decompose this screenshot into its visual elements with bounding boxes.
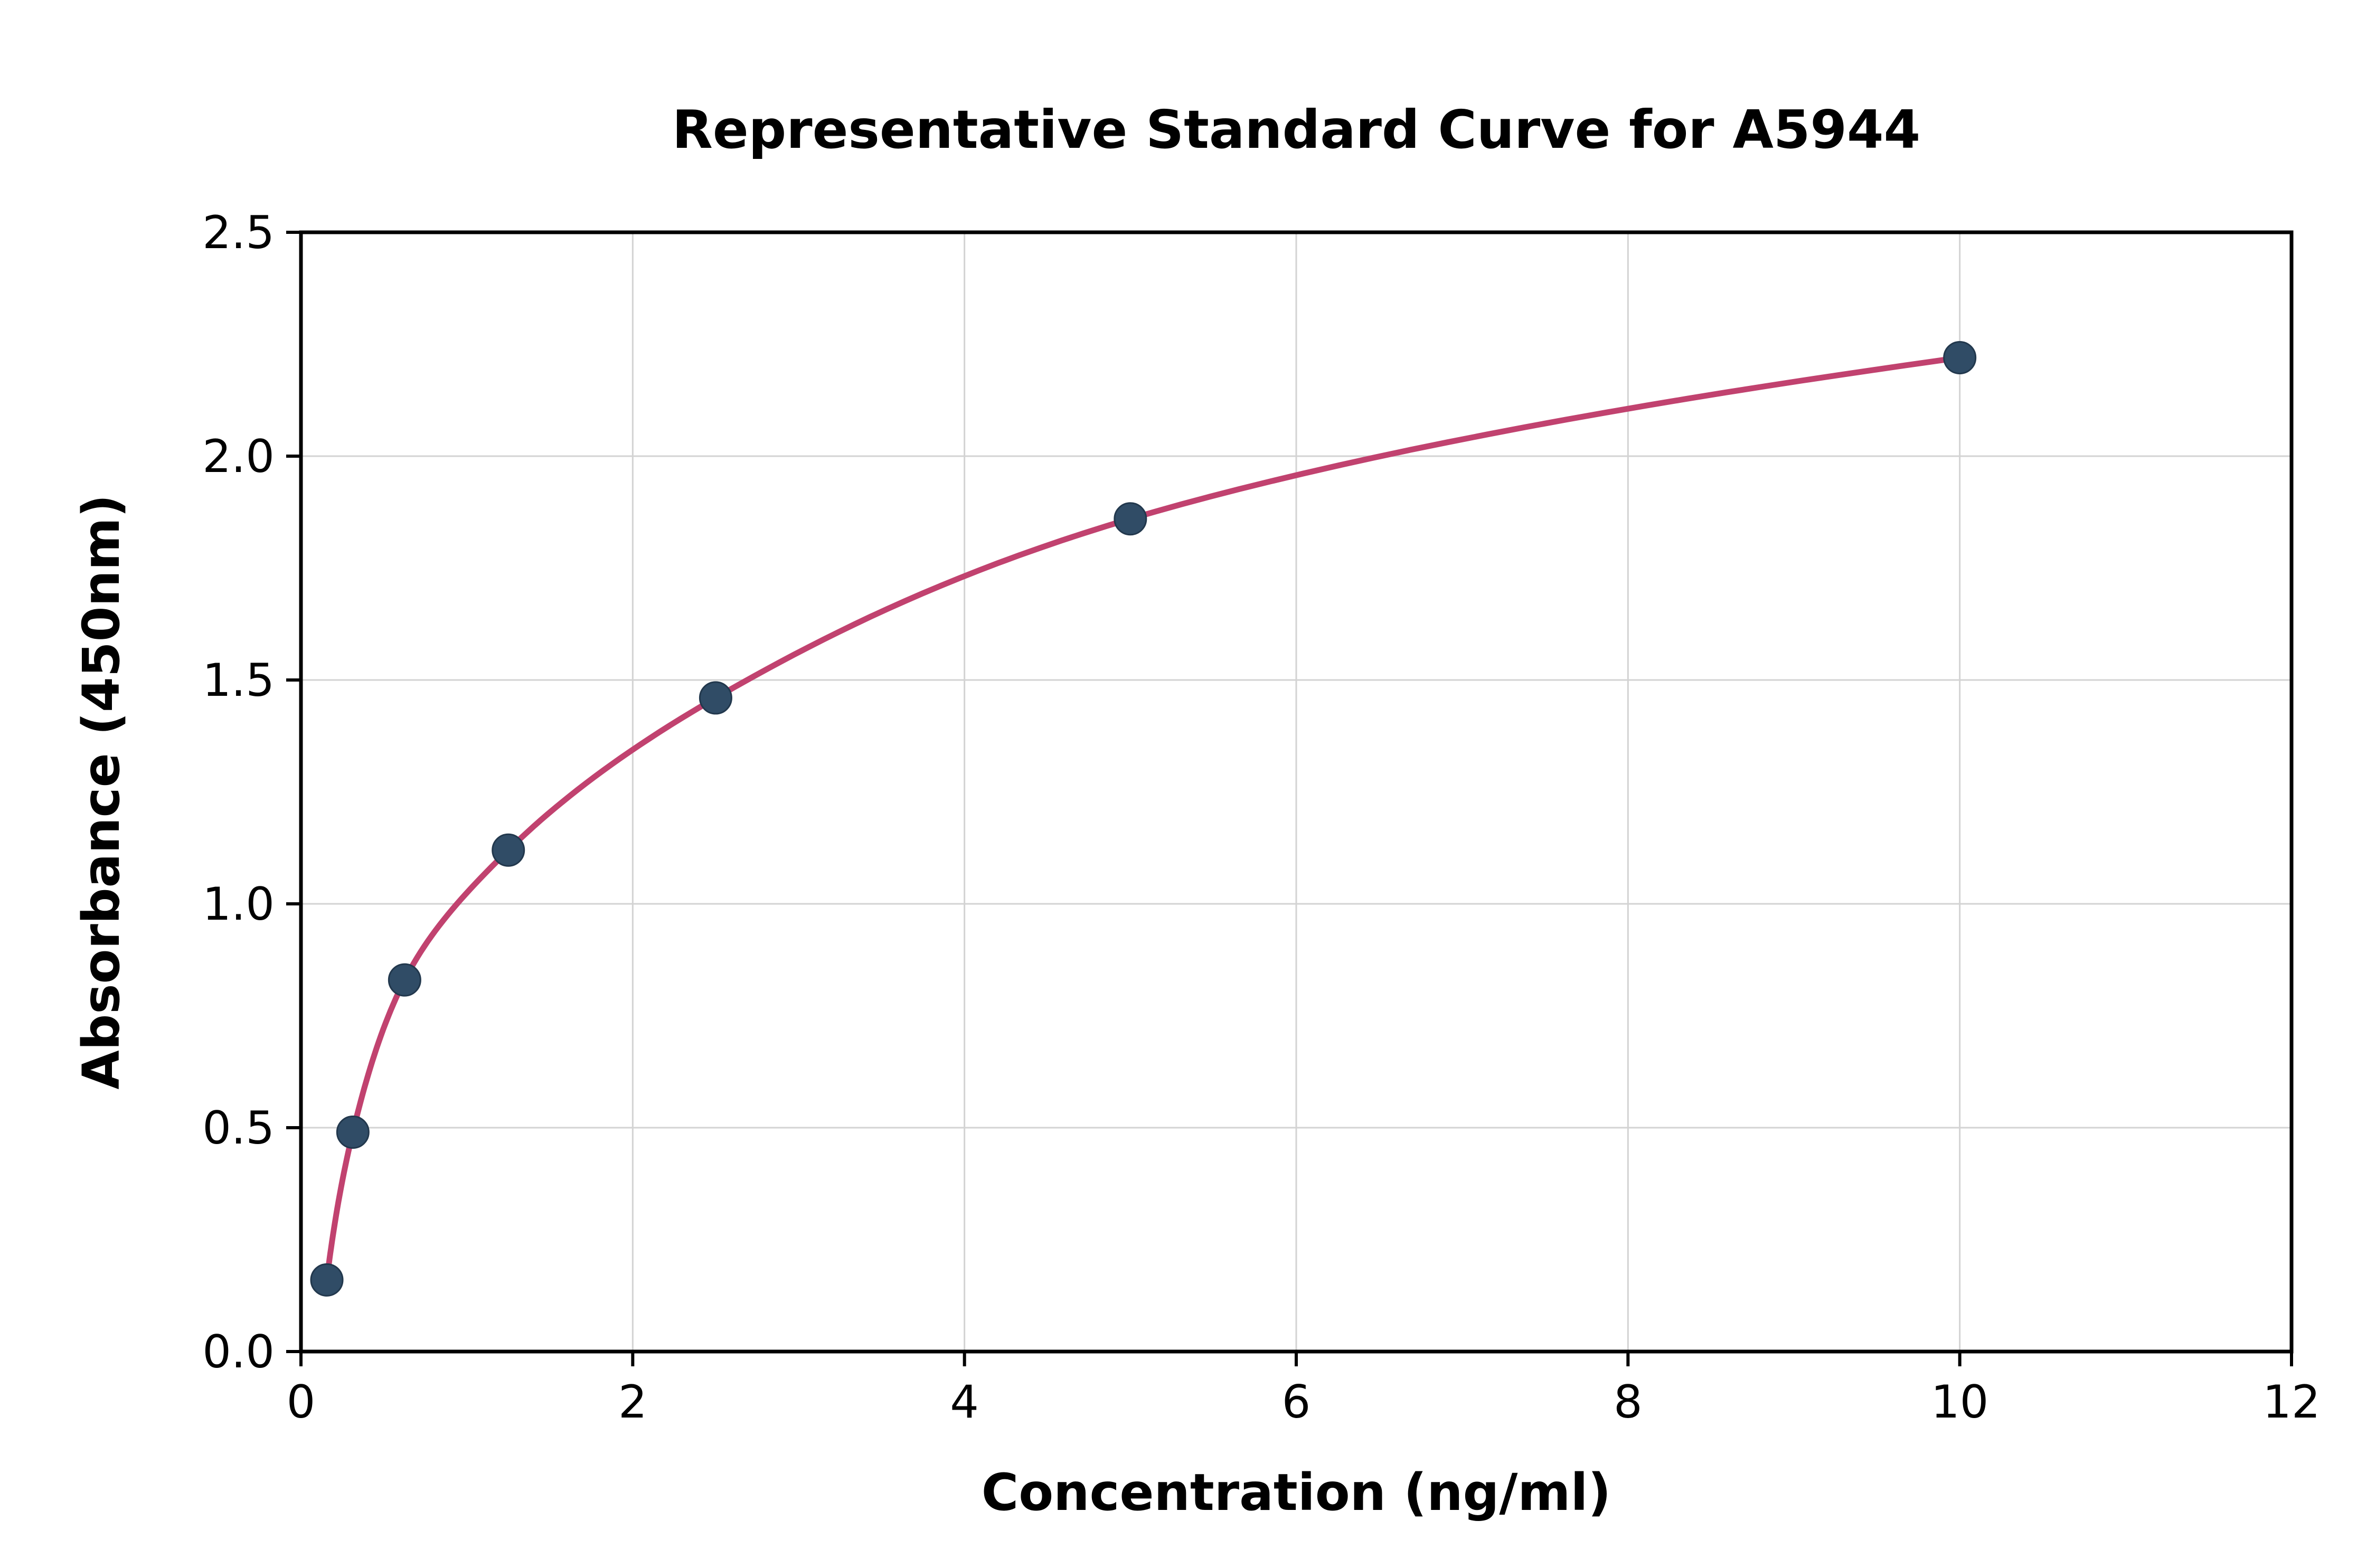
chart-title: Representative Standard Curve for A5944	[672, 99, 1920, 160]
y-tick-label: 2.5	[202, 206, 275, 259]
y-axis-label: Absorbance (450nm)	[72, 494, 131, 1089]
data-points	[310, 341, 1977, 1297]
x-tick-label: 4	[950, 1376, 979, 1429]
tick-labels: 0 2 4 6 8 10 12 0.0 0.5 1.0 1.5 2.0 2.5	[202, 206, 2321, 1429]
data-point	[388, 963, 421, 997]
y-tick-label: 0.0	[202, 1326, 275, 1378]
x-tick-label: 10	[1931, 1376, 1988, 1429]
x-tick-label: 0	[287, 1376, 316, 1429]
x-tick-label: 8	[1614, 1376, 1643, 1429]
data-point	[699, 681, 732, 715]
x-tick-label: 2	[618, 1376, 647, 1429]
y-tick-label: 2.0	[202, 430, 275, 483]
data-point	[492, 833, 525, 867]
gridlines	[300, 231, 2293, 1353]
x-tick-label: 12	[2262, 1376, 2320, 1429]
plot-frame	[299, 230, 2294, 1354]
fit-curve-line	[324, 354, 1963, 1283]
data-point	[1114, 502, 1147, 536]
y-tick-label: 0.5	[202, 1102, 275, 1155]
y-tick-label: 1.5	[202, 654, 275, 707]
y-tick-label: 1.0	[202, 878, 275, 931]
x-axis-label: Concentration (ng/ml)	[982, 1463, 1611, 1522]
axis-ticks	[286, 231, 2293, 1366]
data-point	[1943, 341, 1977, 374]
x-tick-label: 6	[1282, 1376, 1311, 1429]
data-point	[310, 1263, 344, 1297]
data-point	[336, 1115, 370, 1149]
